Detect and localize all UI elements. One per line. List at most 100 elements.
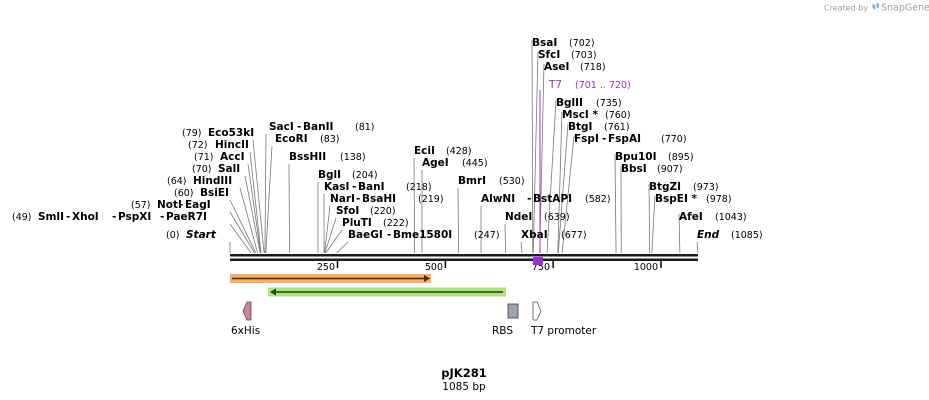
site-bsai[interactable]: BsaI (702) xyxy=(532,37,595,49)
tick-label-500: 500 xyxy=(425,262,443,273)
site-acci[interactable]: (71) AccI xyxy=(194,151,244,163)
site-bsshii[interactable]: BssHII (138) xyxy=(289,151,366,163)
feature-rbs-label: RBS xyxy=(492,325,513,337)
primer-t7-label: T7 xyxy=(548,79,562,91)
site-end[interactable]: End (1085) xyxy=(697,229,763,241)
site-alias: XhoI xyxy=(72,211,99,223)
site-pos: (639) xyxy=(544,212,570,223)
leader-line xyxy=(336,241,349,254)
site-pos: (220) xyxy=(370,206,396,217)
site-bmri[interactable]: BmrI (530) xyxy=(458,175,525,187)
green-orf-arrow[interactable] xyxy=(268,287,506,297)
leader-line xyxy=(324,217,337,254)
site-pos: (60) xyxy=(174,188,194,199)
site-ecii[interactable]: EciI (428) xyxy=(414,145,472,157)
promoter-icon xyxy=(532,301,542,321)
feature-rbs[interactable]: RBS xyxy=(492,303,519,337)
site-ecori[interactable]: EcoRI (83) xyxy=(275,133,340,145)
site-bbsi[interactable]: BbsI (907) xyxy=(621,163,683,175)
site-nari[interactable]: NarI BsaHI (219) xyxy=(330,193,444,205)
site-pos: (81) xyxy=(355,122,375,133)
site-afei[interactable]: AfeI (1043) xyxy=(679,211,747,223)
site-name: BspEI * xyxy=(655,193,698,205)
leader-line xyxy=(457,187,460,254)
site-alwni[interactable]: AlwNI BstAPI (582) xyxy=(481,193,611,205)
site-name: BbsI xyxy=(621,163,647,175)
site-noti[interactable]: (57) NotI EagI xyxy=(131,199,211,211)
leader-line xyxy=(239,187,258,254)
site-asei[interactable]: AseI (718) xyxy=(544,61,606,73)
site-pos: (0) xyxy=(166,230,179,241)
tick-label-750: 750 xyxy=(532,262,550,273)
leader-line xyxy=(561,135,575,254)
site-name: AccI xyxy=(220,151,244,163)
site-pos: (83) xyxy=(320,134,340,145)
site-name: SmlI xyxy=(38,211,64,223)
site-sfoi[interactable]: SfoI (220) xyxy=(336,205,396,217)
leader-line xyxy=(678,213,681,254)
leader-line xyxy=(244,175,261,254)
site-alias: PspXI xyxy=(118,211,151,223)
site-bglii[interactable]: BglII (735) xyxy=(556,97,622,109)
site-pos: (57) xyxy=(131,200,151,211)
site-smli[interactable]: (49) SmlI XhoI PspXI PaeR7I xyxy=(12,211,207,223)
separator-dash: - xyxy=(527,193,531,205)
site-name: SfcI xyxy=(538,49,560,61)
site-msci[interactable]: MscI * (760) xyxy=(562,109,631,121)
separator-dash: - xyxy=(160,211,164,223)
snapgene-logo-icon xyxy=(872,2,879,10)
site-name: KasI xyxy=(324,181,349,193)
tick-label-250: 250 xyxy=(317,262,335,273)
site-fspi[interactable]: FspI FspAI (770) xyxy=(574,133,687,145)
site-sfci[interactable]: SfcI (703) xyxy=(538,49,597,61)
site-bpu10i[interactable]: Bpu10I (895) xyxy=(615,151,694,163)
site-agei[interactable]: AgeI (445) xyxy=(422,157,488,169)
site-btgzi[interactable]: BtgZI (973) xyxy=(649,181,719,193)
site-eco53ki[interactable]: (79) Eco53kI xyxy=(182,127,254,139)
site-ndei[interactable]: NdeI (639) xyxy=(505,211,570,223)
site-sali[interactable]: (70) SalI xyxy=(192,163,240,175)
site-alias: PaeR7I xyxy=(166,211,207,223)
site-hincii[interactable]: (72) HincII xyxy=(188,139,249,151)
site-pos: (973) xyxy=(693,182,719,193)
site-pluti[interactable]: PluTI (222) xyxy=(342,217,409,229)
site-pos: (71) xyxy=(194,152,214,163)
site-pos: (138) xyxy=(340,152,366,163)
tick-label-1000: 1000 xyxy=(634,262,658,273)
site-btgi[interactable]: BtgI (761) xyxy=(568,121,630,133)
site-hindiii[interactable]: (64) HindIII xyxy=(167,175,232,187)
site-xbai[interactable]: XbaI (677) xyxy=(521,229,587,241)
feature-6xhis[interactable]: 6xHis xyxy=(231,301,260,337)
backbone[interactable] xyxy=(230,254,698,261)
leader-line xyxy=(557,123,569,254)
site-name: PluTI xyxy=(342,217,372,229)
site-name: Eco53kI xyxy=(208,127,254,139)
site-start[interactable]: (0) Start xyxy=(166,229,217,241)
leader-line xyxy=(504,223,507,254)
feature-t7-promoter[interactable]: T7 promoter xyxy=(530,301,597,337)
primer-t7[interactable]: T7 (701 .. 720) xyxy=(533,79,631,265)
site-saci[interactable]: SacI BanII (81) xyxy=(269,121,375,133)
site-bspei[interactable]: BspEI * (978) xyxy=(655,193,732,205)
leader-line xyxy=(249,151,262,254)
site-bsiei[interactable]: (60) BsiEI xyxy=(174,187,229,199)
site-pos: (222) xyxy=(383,218,409,229)
his-tag-icon xyxy=(242,301,252,321)
site-baegi[interactable]: BaeGI Bme1580I (247) xyxy=(348,229,500,241)
site-name: HincII xyxy=(215,139,249,151)
snapgene-credit[interactable]: Created by SnapGene xyxy=(824,2,929,14)
leader-line xyxy=(614,153,617,254)
site-name: SalI xyxy=(218,163,240,175)
snapgene-brand: SnapGene xyxy=(881,3,929,14)
site-kasi[interactable]: KasI BanI (218) xyxy=(324,181,432,193)
leader-line xyxy=(648,183,651,254)
site-pos: (218) xyxy=(406,182,432,193)
orange-orf-arrow[interactable] xyxy=(230,274,431,283)
site-name: NdeI xyxy=(505,211,532,223)
leader-line xyxy=(546,99,557,254)
site-name: AfeI xyxy=(679,211,703,223)
site-pos: (445) xyxy=(462,158,488,169)
site-name: BsiEI xyxy=(200,187,229,199)
site-pos: (735) xyxy=(596,98,622,109)
site-bgli[interactable]: BglI (204) xyxy=(318,169,378,181)
